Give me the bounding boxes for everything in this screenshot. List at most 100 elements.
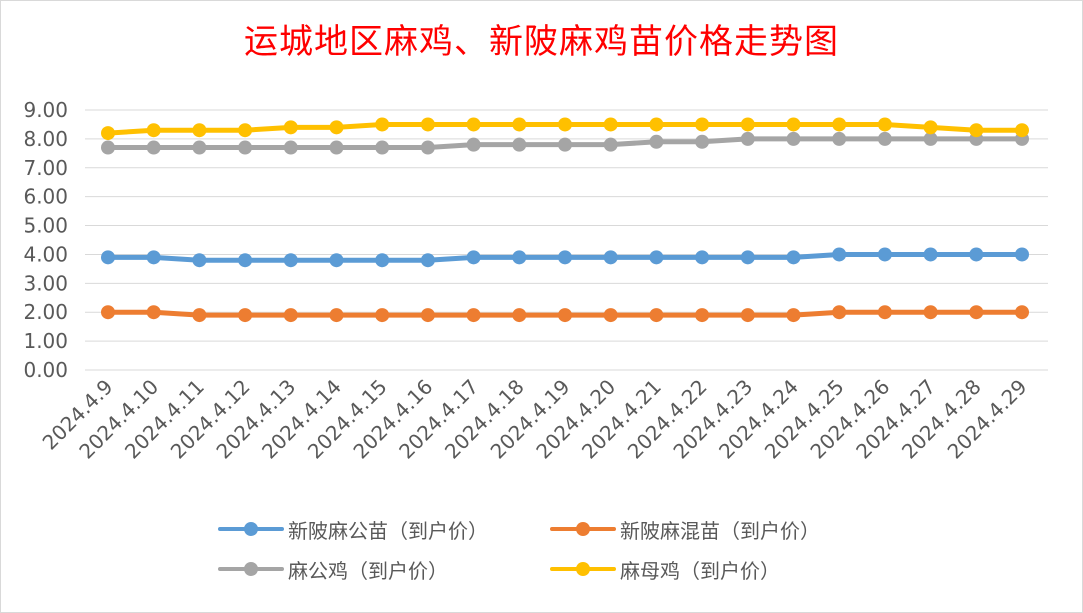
- data-point: [786, 131, 801, 146]
- y-tick-label: 6.00: [23, 185, 68, 209]
- data-point: [558, 137, 572, 152]
- data-point: [146, 140, 161, 155]
- data-point: [466, 308, 481, 323]
- data-point: [466, 137, 481, 152]
- y-tick-label: 7.00: [23, 156, 68, 180]
- data-point: [1015, 247, 1029, 262]
- y-tick-label: 5.00: [23, 214, 68, 238]
- data-point: [420, 253, 435, 268]
- data-point: [466, 250, 481, 265]
- data-point: [1015, 305, 1029, 320]
- data-point: [375, 140, 390, 155]
- data-point: [877, 131, 892, 146]
- data-point: [649, 117, 664, 132]
- data-point: [649, 250, 664, 265]
- data-point: [283, 120, 298, 135]
- data-point: [466, 117, 481, 132]
- data-point: [329, 308, 344, 323]
- data-point: [512, 308, 527, 323]
- data-point: [512, 137, 527, 152]
- y-axis-ticks: 0.00 1.00 2.00 3.00 4.00 5.00 6.00 7.00 8.00 9.00: [23, 98, 68, 382]
- data-point: [786, 250, 801, 265]
- data-point: [740, 131, 755, 146]
- data-point: [101, 305, 115, 320]
- data-point: [923, 131, 938, 146]
- data-point: [740, 308, 755, 323]
- data-point: [558, 308, 572, 323]
- data-point: [238, 253, 253, 268]
- data-point: [238, 140, 253, 155]
- data-point: [329, 120, 344, 135]
- y-tick-label: 0.00: [23, 358, 68, 382]
- data-point: [512, 250, 527, 265]
- data-point: [512, 117, 527, 132]
- chart-title: 运城地区麻鸡、新陂麻鸡苗价格走势图: [244, 22, 839, 62]
- series-group: [101, 117, 1029, 323]
- data-point: [283, 308, 298, 323]
- data-point: [375, 117, 390, 132]
- data-point: [558, 117, 572, 132]
- data-point: [786, 117, 801, 132]
- data-point: [786, 308, 801, 323]
- data-point: [558, 250, 572, 265]
- data-point: [649, 134, 664, 149]
- data-point: [375, 253, 390, 268]
- data-point: [877, 305, 892, 320]
- data-point: [923, 305, 938, 320]
- data-point: [923, 247, 938, 262]
- data-point: [832, 305, 847, 320]
- series-1: [101, 305, 1029, 323]
- y-tick-label: 2.00: [23, 300, 68, 324]
- y-tick-label: 8.00: [23, 127, 68, 151]
- data-point: [832, 117, 847, 132]
- data-point: [283, 253, 298, 268]
- y-tick-label: 9.00: [23, 98, 68, 122]
- data-point: [192, 253, 207, 268]
- data-point: [101, 250, 115, 265]
- data-point: [695, 308, 710, 323]
- data-point: [969, 123, 984, 138]
- data-point: [192, 308, 207, 323]
- y-tick-label: 1.00: [23, 329, 68, 353]
- data-point: [603, 117, 618, 132]
- data-point: [420, 140, 435, 155]
- data-point: [375, 308, 390, 323]
- data-point: [146, 305, 161, 320]
- data-point: [283, 140, 298, 155]
- data-point: [877, 247, 892, 262]
- data-point: [649, 308, 664, 323]
- data-point: [695, 134, 710, 149]
- series-0: [101, 247, 1029, 268]
- data-point: [740, 117, 755, 132]
- data-point: [1015, 123, 1029, 138]
- y-tick-label: 4.00: [23, 242, 68, 266]
- data-point: [329, 253, 344, 268]
- data-point: [740, 250, 755, 265]
- data-point: [603, 137, 618, 152]
- data-point: [877, 117, 892, 132]
- data-point: [101, 140, 115, 155]
- data-point: [101, 126, 115, 141]
- data-point: [832, 131, 847, 146]
- data-point: [695, 117, 710, 132]
- x-axis-ticks: 2024.4.92024.4.102024.4.112024.4.122024.…: [38, 375, 1032, 464]
- data-point: [420, 308, 435, 323]
- data-point: [832, 247, 847, 262]
- data-point: [969, 247, 984, 262]
- data-point: [146, 123, 161, 138]
- data-point: [420, 117, 435, 132]
- data-point: [192, 123, 207, 138]
- data-point: [695, 250, 710, 265]
- y-tick-label: 3.00: [23, 271, 68, 295]
- data-point: [923, 120, 938, 135]
- series-3: [101, 117, 1029, 141]
- series-2: [101, 131, 1029, 155]
- data-point: [603, 250, 618, 265]
- data-point: [238, 123, 253, 138]
- data-point: [603, 308, 618, 323]
- data-point: [329, 140, 344, 155]
- data-point: [969, 305, 984, 320]
- data-point: [146, 250, 161, 265]
